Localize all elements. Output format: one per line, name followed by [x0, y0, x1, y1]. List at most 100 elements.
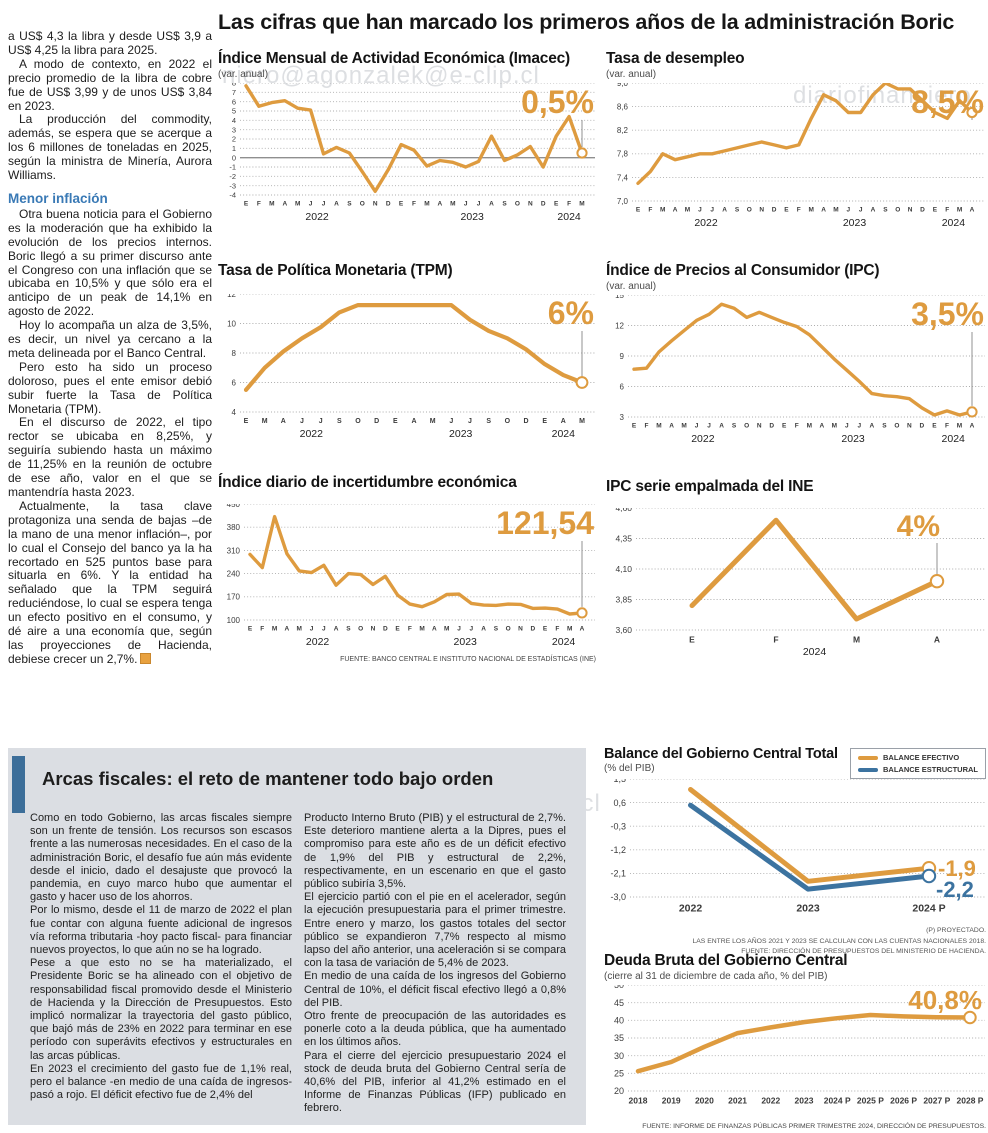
svg-text:O: O: [355, 418, 361, 425]
svg-text:2023: 2023: [796, 903, 820, 915]
svg-text:O: O: [358, 626, 363, 633]
svg-text:35: 35: [614, 1033, 624, 1043]
svg-text:S: S: [346, 626, 351, 633]
svg-text:100: 100: [227, 616, 241, 625]
svg-text:E: E: [393, 418, 398, 425]
svg-text:4,10: 4,10: [615, 564, 632, 574]
svg-text:12: 12: [615, 321, 624, 330]
svg-text:2021: 2021: [728, 1096, 747, 1106]
svg-text:M: M: [430, 418, 436, 425]
svg-text:9,0: 9,0: [617, 83, 629, 88]
svg-text:D: D: [920, 423, 925, 430]
svg-text:A: A: [281, 418, 286, 425]
panel-paragraph: En medio de una caída de los ingresos de…: [304, 970, 566, 1009]
svg-text:10: 10: [227, 319, 236, 328]
svg-text:8: 8: [232, 349, 237, 358]
article-paragraph: a US$ 4,3 la libra y desde US$ 3,9 a US$…: [8, 29, 212, 57]
svg-text:E: E: [395, 626, 400, 633]
svg-text:S: S: [882, 423, 887, 430]
svg-text:N: N: [759, 207, 764, 214]
svg-text:J: J: [300, 418, 304, 425]
svg-text:M: M: [579, 201, 584, 208]
svg-text:O: O: [744, 423, 749, 430]
svg-text:0: 0: [232, 153, 236, 162]
svg-text:25: 25: [614, 1069, 624, 1079]
svg-text:2027 P: 2027 P: [923, 1096, 950, 1106]
panel-paragraph: Producto Interno Bruto (PIB) y el estruc…: [304, 812, 566, 891]
chart-tpm: Tasa de Política Monetaria (TPM) 12 10 8 6 4…: [218, 262, 596, 447]
legend-item: BALANCE EFECTIVO: [858, 753, 978, 762]
svg-text:D: D: [541, 201, 546, 208]
svg-text:2023: 2023: [841, 433, 865, 445]
svg-text:3: 3: [620, 413, 625, 422]
svg-text:A: A: [334, 626, 339, 633]
svg-text:J: J: [457, 626, 461, 633]
chart-title: Tasa de desempleo: [606, 50, 745, 67]
svg-text:-2,1: -2,1: [610, 869, 626, 879]
svg-text:310: 310: [227, 546, 241, 555]
svg-text:M: M: [957, 207, 962, 214]
svg-text:F: F: [412, 201, 416, 208]
svg-text:E: E: [399, 201, 404, 208]
svg-text:S: S: [337, 418, 342, 425]
svg-text:380: 380: [227, 523, 241, 532]
svg-text:M: M: [853, 635, 860, 645]
svg-text:2024 P: 2024 P: [912, 903, 945, 915]
svg-text:S: S: [486, 418, 491, 425]
panel-paragraph: Por lo mismo, desde el 11 de marzo de 20…: [30, 904, 292, 957]
svg-text:D: D: [920, 207, 925, 214]
svg-text:E: E: [244, 201, 249, 208]
svg-text:30: 30: [614, 1051, 624, 1061]
svg-text:50: 50: [614, 985, 624, 990]
svg-text:-0,3: -0,3: [610, 821, 626, 831]
svg-text:240: 240: [227, 570, 241, 579]
svg-text:2025 P: 2025 P: [857, 1096, 884, 1106]
svg-text:J: J: [322, 201, 326, 208]
svg-text:J: J: [309, 201, 313, 208]
svg-text:E: E: [632, 423, 637, 430]
svg-text:8,5%: 8,5%: [911, 84, 984, 120]
svg-text:F: F: [795, 423, 799, 430]
svg-text:0,6: 0,6: [613, 798, 626, 808]
svg-text:D: D: [386, 201, 391, 208]
legend-label: BALANCE ESTRUCTURAL: [883, 765, 978, 774]
svg-text:2022: 2022: [305, 211, 329, 223]
panel-paragraph: Como en todo Gobierno, las arcas fiscale…: [30, 812, 292, 904]
svg-text:A: A: [432, 626, 437, 633]
svg-text:D: D: [530, 626, 535, 633]
svg-text:A: A: [722, 207, 727, 214]
fiscal-panel: Arcas fiscales: el reto de mantener todo…: [8, 748, 586, 1125]
svg-text:O: O: [515, 201, 520, 208]
svg-text:A: A: [673, 207, 678, 214]
svg-text:450: 450: [227, 504, 241, 509]
svg-text:6%: 6%: [548, 295, 594, 331]
svg-text:0,5%: 0,5%: [521, 84, 594, 120]
svg-text:8,2: 8,2: [617, 126, 629, 135]
article-paragraph: A modo de contexto, en 2022 el precio pr…: [8, 56, 212, 113]
svg-text:4%: 4%: [897, 510, 940, 543]
svg-text:S: S: [347, 201, 352, 208]
svg-text:8,6: 8,6: [617, 103, 629, 112]
svg-text:A: A: [411, 418, 416, 425]
svg-text:N: N: [373, 201, 378, 208]
chart-plot-ipc-empalmada: 4,60 4,35 4,10 3,85 3,60 4% E F M A 2024: [606, 503, 986, 665]
svg-text:A: A: [970, 207, 975, 214]
svg-text:2023: 2023: [454, 636, 478, 648]
svg-text:M: M: [832, 423, 837, 430]
svg-text:15: 15: [615, 295, 624, 300]
svg-text:2020: 2020: [695, 1096, 714, 1106]
chart-deuda: Deuda Bruta del Gobierno Central (cierre…: [604, 952, 986, 1130]
svg-text:D: D: [383, 626, 388, 633]
svg-text:E: E: [543, 626, 548, 633]
chart-title: Deuda Bruta del Gobierno Central: [604, 952, 848, 969]
svg-text:2024: 2024: [942, 217, 966, 229]
svg-text:O: O: [894, 423, 899, 430]
svg-text:J: J: [477, 201, 481, 208]
svg-text:-1,9: -1,9: [938, 856, 976, 881]
svg-text:O: O: [895, 207, 900, 214]
svg-text:S: S: [732, 423, 737, 430]
svg-text:F: F: [260, 626, 264, 633]
svg-text:O: O: [360, 201, 365, 208]
legend-label: BALANCE EFECTIVO: [883, 753, 960, 762]
svg-text:2023: 2023: [449, 428, 473, 440]
